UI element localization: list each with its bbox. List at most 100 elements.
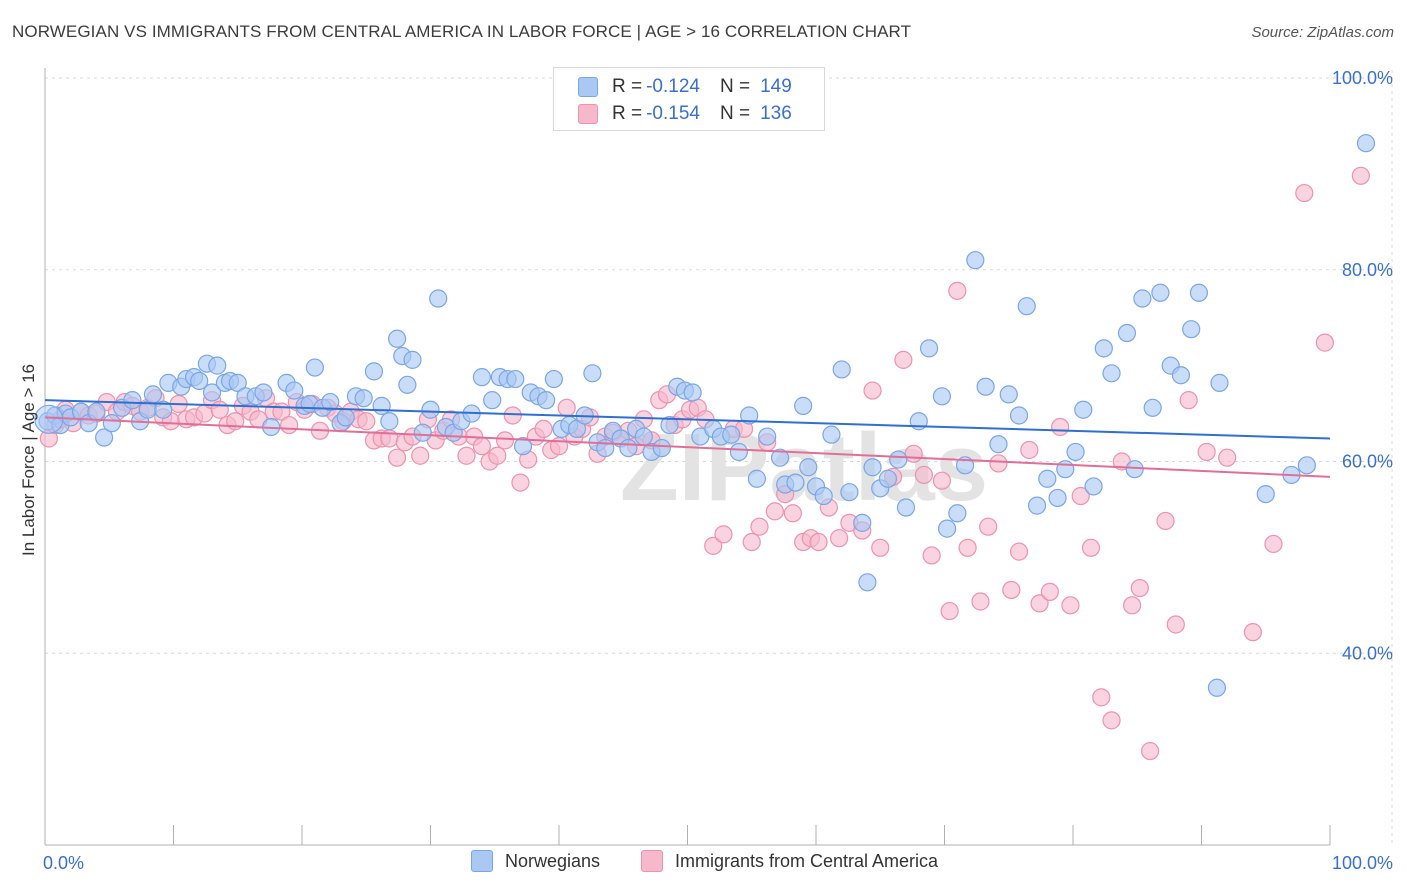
point-central-america: [1130, 578, 1149, 598]
point-norwegian: [202, 383, 222, 402]
point-norwegian: [889, 450, 908, 469]
point-norwegian: [896, 498, 916, 517]
legend-item-norwegians[interactable]: Norwegians: [471, 850, 600, 872]
point-central-america: [1102, 711, 1121, 730]
point-central-america: [557, 398, 576, 417]
point-norwegian: [372, 396, 391, 415]
point-central-america: [750, 517, 769, 536]
point-central-america: [1081, 538, 1101, 557]
point-norwegian: [1171, 366, 1191, 385]
point-norwegian: [683, 383, 702, 402]
point-central-america: [1040, 582, 1059, 601]
point-norwegian: [832, 360, 851, 379]
legend-r-label: R =: [612, 103, 643, 124]
point-norwegian: [1074, 400, 1093, 419]
point-norwegian: [652, 438, 671, 458]
source-credit: Source: ZipAtlas.com: [1251, 24, 1394, 41]
point-norwegian: [321, 392, 340, 412]
point-norwegian: [660, 415, 679, 435]
point-central-america: [411, 446, 430, 465]
point-norwegian: [1117, 323, 1137, 343]
point-norwegian: [966, 251, 985, 270]
point-norwegian: [483, 391, 502, 410]
point-central-america: [1351, 166, 1370, 185]
point-norwegian: [254, 383, 273, 402]
point-norwegian: [380, 412, 399, 431]
point-central-america: [863, 381, 882, 400]
point-central-america: [809, 532, 828, 552]
legend-n-label: N =: [719, 103, 751, 124]
axis-labels: 40.0% 60.0% 80.0% 100.0% 0.0% 100.0% In Labor …: [19, 68, 1393, 873]
point-central-america: [1071, 486, 1090, 506]
point-norwegian: [1066, 442, 1085, 462]
point-norwegian: [948, 504, 967, 523]
point-norwegian: [932, 387, 952, 406]
point-norwegian: [1143, 398, 1162, 417]
point-norwegian: [999, 385, 1018, 404]
point-norwegian: [1048, 488, 1067, 508]
x-tick-label-end: 100.0%: [1332, 853, 1393, 873]
point-norwegian: [758, 427, 777, 446]
point-norwegian: [87, 402, 106, 421]
legend-swatch-blue: [578, 77, 598, 97]
point-central-america: [488, 446, 507, 465]
point-norwegian: [1125, 460, 1144, 479]
point-norwegian: [1256, 484, 1275, 504]
point-norwegian: [740, 406, 759, 425]
point-central-america: [1179, 391, 1198, 410]
point-norwegian: [472, 368, 491, 387]
point-norwegian: [1017, 297, 1036, 316]
point-central-america: [932, 471, 952, 490]
point-central-america: [948, 281, 967, 300]
point-central-america: [989, 454, 1008, 473]
point-norwegian: [1297, 456, 1316, 475]
point-norwegian: [364, 362, 384, 381]
legend-item-central-america[interactable]: Immigrants from Central America: [641, 850, 938, 872]
point-norwegian: [1207, 678, 1227, 697]
point-norwegian: [1356, 134, 1376, 153]
point-norwegian: [228, 373, 247, 392]
trend-line-central-america: [44, 416, 1331, 478]
y-tick-label: 80.0%: [1342, 260, 1393, 280]
point-central-america: [1092, 688, 1111, 707]
point-norwegian: [814, 486, 833, 506]
point-central-america: [940, 601, 959, 621]
point-central-america: [830, 529, 849, 548]
point-norwegian: [853, 513, 872, 532]
point-central-america: [1218, 448, 1237, 467]
point-norwegian: [336, 408, 355, 427]
trend-line-norwegians: [44, 399, 1331, 440]
point-norwegian: [285, 381, 304, 400]
legend-n-value: 136: [760, 103, 792, 124]
legend-row-norwegians: R = -0.124 N = 149: [578, 75, 792, 99]
point-central-america: [1061, 596, 1080, 615]
point-norwegian: [544, 369, 563, 389]
point-norwegian: [143, 385, 163, 404]
point-norwegian: [747, 469, 766, 488]
point-central-america: [1243, 623, 1263, 642]
y-tick-label: 40.0%: [1342, 643, 1393, 663]
point-central-america: [457, 446, 476, 465]
point-central-america: [765, 502, 784, 521]
point-central-america: [534, 419, 553, 439]
legend-r-value: -0.124: [646, 76, 700, 97]
point-central-america: [1197, 442, 1216, 462]
legend-swatch-pink: [578, 104, 598, 124]
point-central-america: [714, 525, 733, 544]
legend-n-value: 149: [760, 76, 792, 97]
y-tick-label: 100.0%: [1332, 68, 1393, 88]
point-norwegian: [1056, 460, 1075, 479]
y-tick-label: 60.0%: [1342, 452, 1393, 472]
point-central-america: [280, 415, 299, 435]
point-norwegian: [1094, 339, 1113, 358]
point-central-america: [1030, 594, 1049, 613]
point-central-america: [742, 532, 761, 552]
point-central-america: [1156, 511, 1175, 531]
legend-n-label: N =: [719, 76, 751, 97]
point-norwegian: [989, 435, 1008, 454]
point-central-america: [971, 592, 990, 611]
point-norwegian: [208, 356, 227, 375]
point-norwegian: [1084, 477, 1103, 496]
grid-lines: [45, 70, 1393, 845]
